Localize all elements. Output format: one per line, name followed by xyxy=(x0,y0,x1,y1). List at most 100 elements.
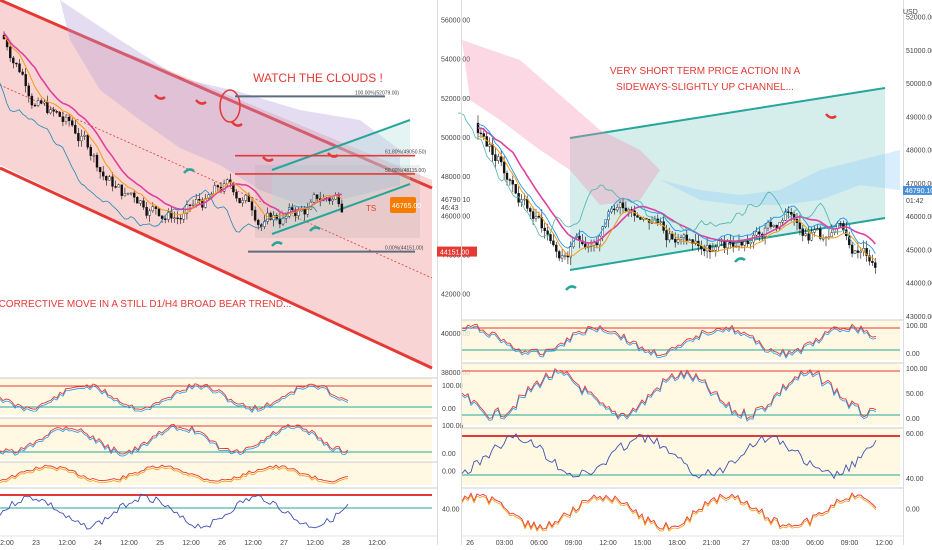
left-candle-body-69 xyxy=(216,185,220,188)
left-candle-body-3 xyxy=(12,57,15,64)
right-candle-body-21 xyxy=(537,215,541,218)
right-candle-body-12 xyxy=(511,180,514,185)
left-candle-body-54 xyxy=(170,211,173,219)
left-candle-body-5 xyxy=(18,63,21,73)
left-ytick-1: 54000.00 xyxy=(441,57,470,64)
right-candle-body-135 xyxy=(868,255,871,262)
left-candle-body-12 xyxy=(40,100,43,104)
right-left-border xyxy=(461,0,462,545)
right-channel-upper-line[interactable] xyxy=(569,87,886,139)
left-channel-upper-line[interactable] xyxy=(0,0,433,190)
left-osc-line-b-0 xyxy=(0,385,349,413)
right-candle-body-92 xyxy=(743,241,746,246)
left-chart-pane[interactable]: 100.00%(52079.00) 61.80%(49050.50) 50.00%(… xyxy=(0,0,433,370)
left-price-badge: 46765.00 xyxy=(392,203,421,210)
left-candle-body-16 xyxy=(52,109,55,112)
right-xtick-6: 18:00 xyxy=(668,540,686,547)
right-candle-body-113 xyxy=(804,233,807,236)
left-candle-body-25 xyxy=(80,135,83,142)
left-candle-body-28 xyxy=(89,147,93,156)
left-osc-bg-0 xyxy=(0,378,432,415)
right-candle-body-117 xyxy=(816,228,819,230)
left-candle-body-55 xyxy=(173,217,176,220)
right-candle-body-80 xyxy=(708,245,712,253)
right-time-axis[interactable]: 26 03:00 06:00 09:00 12:00 15:00 18:00 21:00 27 0… xyxy=(462,535,903,547)
left-candle-body-43 xyxy=(136,197,139,204)
left-candle-body-2 xyxy=(8,46,12,59)
right-candle-body-10 xyxy=(505,172,509,180)
left-circle-mark xyxy=(219,89,241,123)
left-ytick-8: 40000.00 xyxy=(441,331,470,338)
right-candle-body-70 xyxy=(679,237,683,241)
right-ytick-1: 51000.00 xyxy=(906,48,932,55)
right-candle-body-71 xyxy=(682,234,686,238)
right-ytick-0: 52000.00 xyxy=(906,15,932,22)
right-candle-body-78 xyxy=(703,248,706,252)
left-candle-body-44 xyxy=(139,200,142,204)
left-xtick-8: 12:00 xyxy=(244,540,262,547)
left-osc-line-b-1 xyxy=(0,426,349,457)
left-fib-label-0: 100.00%(52079.00) xyxy=(355,90,399,96)
right-candle-body-102 xyxy=(772,225,775,227)
left-osc-3-tick-0: 40.00 xyxy=(442,507,460,514)
left-wedge-upper[interactable] xyxy=(271,119,411,171)
left-arrow-down-5 xyxy=(327,152,339,158)
right-candle-body-88 xyxy=(732,242,735,247)
right-candle-body-82 xyxy=(714,246,717,251)
left-candle-body-76 xyxy=(238,197,241,204)
left-price-axis[interactable]: 56000.00 54000.00 52000.00 50000.00 48000.00… xyxy=(437,0,477,545)
left-xtick-2: 12:00 xyxy=(58,540,76,547)
left-candle-body-48 xyxy=(151,206,155,212)
right-candle-body-122 xyxy=(830,232,833,238)
right-xtick-12: 12:00 xyxy=(875,540,893,547)
left-candle-body-100 xyxy=(312,194,316,203)
left-candle-body-42 xyxy=(132,192,136,198)
right-candle-body-86 xyxy=(726,241,729,249)
right-candle-body-93 xyxy=(746,241,749,245)
left-candle-body-37 xyxy=(117,184,120,188)
left-candle-body-36 xyxy=(114,186,117,188)
right-ytick-8: 44000.00 xyxy=(906,281,932,288)
right-osc-line-b-0 xyxy=(461,325,877,359)
left-annotation-corrective: CORRECTIVE MOVE IN A STILL D1/H4 BROAD B… xyxy=(0,299,291,310)
left-time-axis[interactable]: 12:00 23 12:00 24 12:00 25 12:00 26 12:00 27 12:00… xyxy=(0,535,437,547)
right-candle-body-41 xyxy=(595,242,599,246)
right-candle-body-48 xyxy=(616,207,619,211)
right-candle-body-23 xyxy=(543,227,546,231)
left-candle-body-38 xyxy=(120,184,124,196)
right-candle-body-105 xyxy=(781,220,784,223)
left-candle-body-11 xyxy=(36,100,40,106)
right-candle-body-99 xyxy=(763,227,767,238)
left-ytick-4: 48000.00 xyxy=(441,174,470,181)
right-osc-1-tick-2: 0.00 xyxy=(906,416,920,423)
left-candle-body-21 xyxy=(67,116,71,121)
right-candle-body-118 xyxy=(819,228,822,239)
left-channel-mid-line xyxy=(0,84,433,279)
right-price-axis[interactable]: 52000.00 51000.00 50000.00 49000.00 48000.00… xyxy=(461,0,932,545)
right-candle-body-128 xyxy=(848,235,851,246)
right-annotation-line1: VERY SHORT TERM PRICE ACTION IN A xyxy=(610,66,801,77)
right-chart-pane[interactable]: VERY SHORT TERM PRICE ACTION IN A SIDEWA… xyxy=(457,40,900,291)
left-osc-line-a-3 xyxy=(0,493,349,530)
left-candle-body-51 xyxy=(160,215,164,219)
right-xtick-5: 15:00 xyxy=(634,540,652,547)
right-candle-body-30 xyxy=(563,255,567,257)
left-osc-bg-2 xyxy=(0,462,432,485)
right-candle-body-13 xyxy=(514,184,517,194)
right-tenkan-blue xyxy=(477,124,876,254)
left-arrow-up-3 xyxy=(309,226,321,232)
right-candle-body-27 xyxy=(555,244,558,252)
right-candle-body-136 xyxy=(871,260,874,263)
right-osc-line-a-1 xyxy=(461,368,877,420)
left-channel-lower-line[interactable] xyxy=(0,166,433,370)
right-candle-body-73 xyxy=(688,239,691,241)
left-candle-body-15 xyxy=(49,109,52,114)
right-candle-body-137 xyxy=(874,262,877,268)
left-arrow-down-2 xyxy=(195,99,207,105)
right-osc-line-b-1 xyxy=(461,370,877,422)
left-candle-body-19 xyxy=(61,116,65,122)
left-candle-body-31 xyxy=(98,167,102,173)
left-candle-body-73 xyxy=(229,179,232,184)
left-candle-body-45 xyxy=(142,200,145,208)
